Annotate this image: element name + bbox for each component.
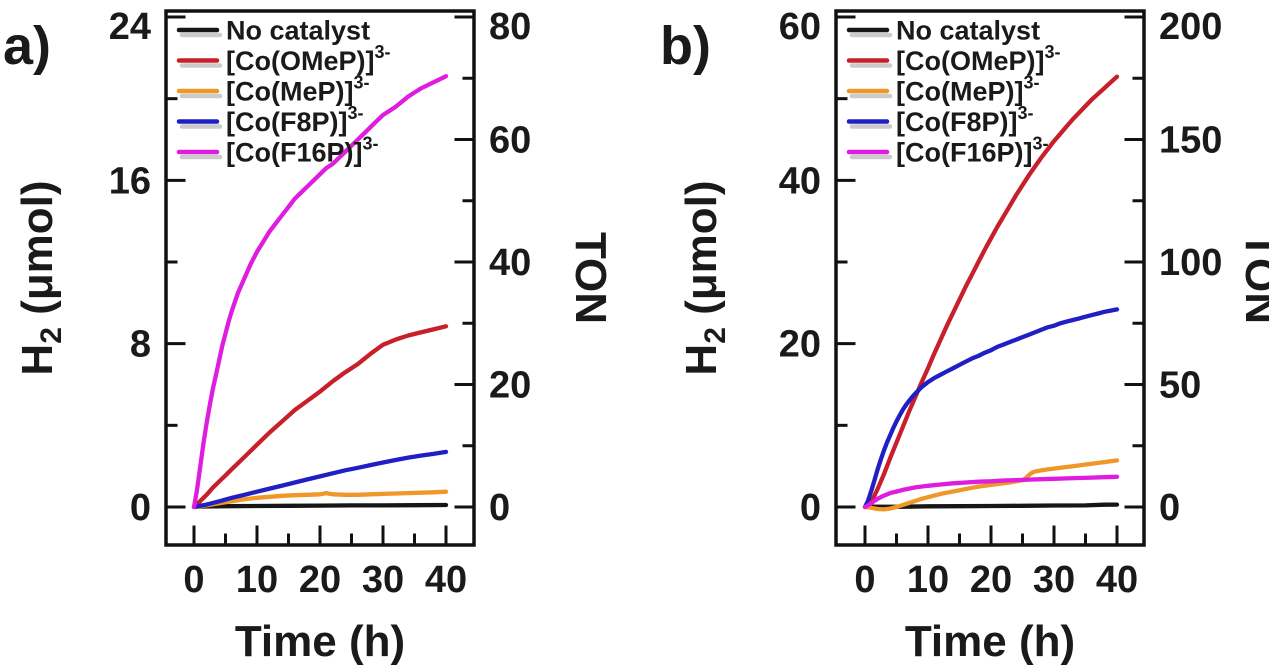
x-axis-title: Time (h) <box>905 617 1075 666</box>
legend-label: [Co(F8P)]3- <box>226 103 364 137</box>
y-right-tick-label: 80 <box>489 6 531 48</box>
x-tick-label: 30 <box>1033 559 1075 601</box>
series-line-cof16p <box>191 74 449 510</box>
y-right-tick-label: 150 <box>1159 120 1222 162</box>
y-right-axis-title: TON <box>1236 232 1269 324</box>
legend-label: [Co(OMeP)]3- <box>226 42 391 76</box>
x-tick-label: 10 <box>236 559 278 601</box>
series-line-nocatalyst <box>191 502 449 509</box>
legend-label: No catalyst <box>896 16 1040 46</box>
x-tick-label: 20 <box>299 559 341 601</box>
y-right-tick-label: 40 <box>489 242 531 284</box>
panel-a-plot-box <box>164 9 476 547</box>
series-line-cof8p <box>191 449 449 510</box>
x-tick-label: 0 <box>854 559 875 601</box>
y-right-tick-label: 50 <box>1159 365 1201 407</box>
panel-b-plot-box <box>834 9 1146 547</box>
series-line-cof8p <box>862 307 1120 510</box>
legend-label: [Co(MeP)]3- <box>226 73 370 107</box>
series-line-coomep <box>191 324 449 510</box>
series-line-comep <box>862 458 1120 512</box>
legend-label: [Co(OMeP)]3- <box>896 42 1061 76</box>
y-left-tick-label: 0 <box>130 487 151 529</box>
y-right-tick-label: 60 <box>489 120 531 162</box>
y-left-tick-label: 20 <box>779 324 821 366</box>
panel-label: b) <box>660 16 711 76</box>
y-left-tick-label: 24 <box>109 6 151 48</box>
x-tick-label: 10 <box>907 559 949 601</box>
x-tick-label: 30 <box>362 559 404 601</box>
y-left-tick-label: 40 <box>779 160 821 202</box>
y-left-tick-label: 8 <box>130 324 151 366</box>
x-tick-label: 40 <box>425 559 467 601</box>
x-tick-label: 20 <box>970 559 1012 601</box>
legend-label: No catalyst <box>226 16 370 46</box>
y-left-axis-title: H2 (μmol) <box>677 180 732 375</box>
series-line-cof16p <box>862 474 1120 510</box>
y-right-tick-label: 0 <box>489 487 510 529</box>
legend-label: [Co(F8P)]3- <box>896 103 1034 137</box>
y-right-tick-label: 200 <box>1159 6 1222 48</box>
series-line-nocatalyst <box>862 502 1120 509</box>
series-line-comep <box>191 489 449 510</box>
y-right-axis-title: TON <box>566 232 615 324</box>
x-tick-label: 0 <box>183 559 204 601</box>
legend-label: [Co(F16P)]3- <box>226 134 379 168</box>
legend-label: [Co(F16P)]3- <box>896 134 1049 168</box>
panel-label: a) <box>3 16 51 76</box>
x-tick-label: 40 <box>1096 559 1138 601</box>
y-right-tick-label: 0 <box>1159 487 1180 529</box>
series-line-coomep <box>862 74 1120 510</box>
y-right-tick-label: 100 <box>1159 242 1222 284</box>
y-left-axis-title: H2 (μmol) <box>13 180 68 375</box>
y-left-tick-label: 16 <box>109 160 151 202</box>
legend-label: [Co(MeP)]3- <box>896 73 1040 107</box>
y-left-tick-label: 0 <box>800 487 821 529</box>
x-axis-title: Time (h) <box>235 617 405 666</box>
y-right-tick-label: 20 <box>489 365 531 407</box>
y-left-tick-label: 60 <box>779 6 821 48</box>
